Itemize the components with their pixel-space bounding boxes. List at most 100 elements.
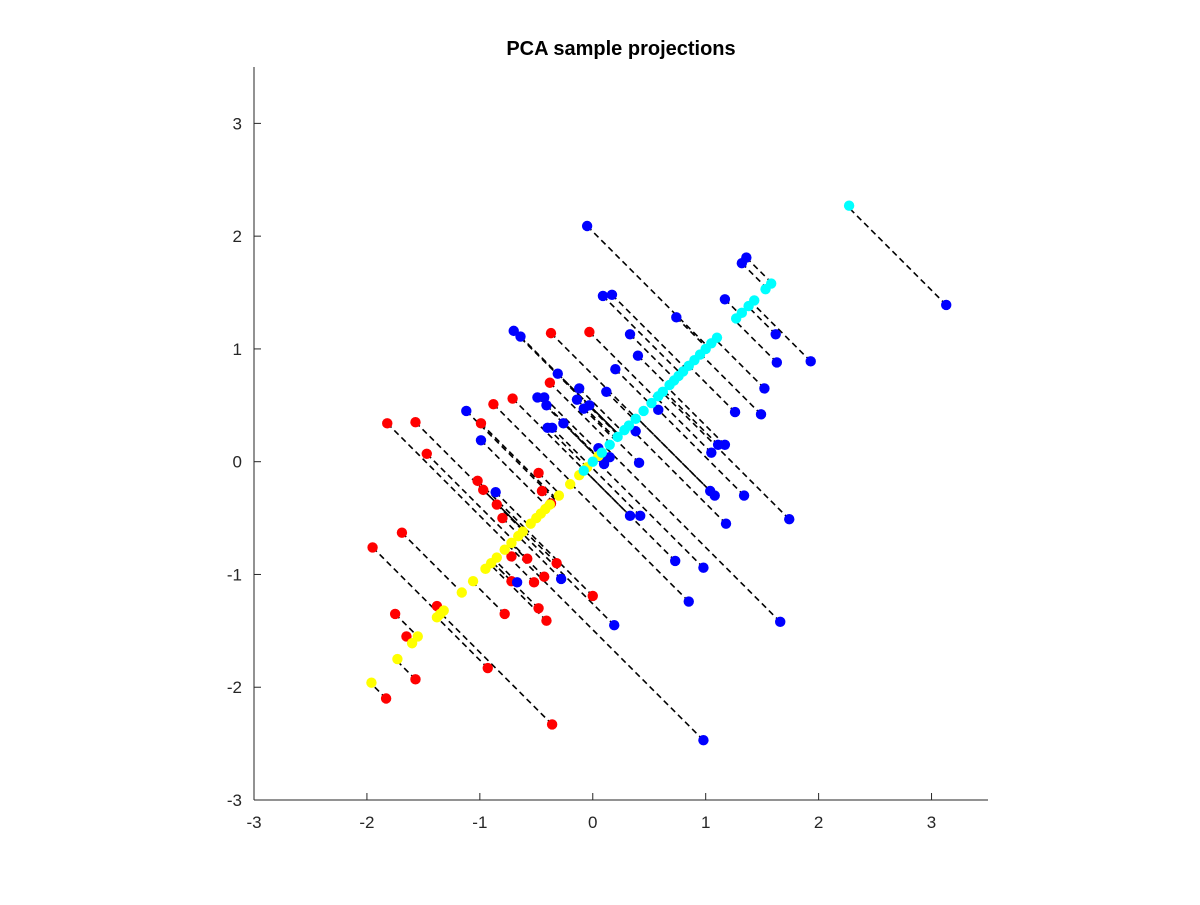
projection-line	[583, 408, 616, 441]
x-tick-label: -2	[359, 813, 374, 832]
projection-line	[471, 581, 506, 615]
x-tick-label: 2	[814, 813, 823, 832]
class-a-point	[545, 327, 557, 339]
projection-line	[512, 397, 585, 471]
class-a-point	[491, 499, 502, 510]
projection-line	[656, 397, 712, 454]
class-b-projection-point	[736, 307, 748, 319]
projection-line	[688, 365, 736, 413]
class-a-projection-point	[438, 605, 449, 616]
projection-line	[675, 316, 708, 349]
class-b-projection-point	[604, 439, 615, 450]
class-a-point	[410, 674, 421, 685]
projection-line	[521, 532, 615, 626]
class-b-point	[515, 331, 526, 342]
class-a-point	[497, 512, 508, 524]
class-b-point	[584, 400, 595, 411]
projection-line	[401, 532, 463, 594]
projection-line	[636, 417, 716, 497]
projection-line	[426, 453, 515, 542]
class-a-point	[499, 608, 510, 620]
class-a-point	[475, 418, 487, 429]
class-b-projection-point	[638, 405, 649, 417]
class-b-point	[771, 357, 783, 368]
x-tick-label: -3	[246, 813, 261, 832]
class-a-projection-point	[366, 677, 377, 688]
projection-line	[551, 427, 590, 466]
class-b-point	[558, 418, 569, 429]
projection-line	[733, 319, 778, 364]
projection-line	[751, 302, 812, 362]
projection-line	[519, 335, 620, 436]
class-a-point	[396, 527, 408, 538]
class-b-point	[624, 510, 636, 522]
projection-line	[492, 403, 573, 484]
class-b-point	[941, 299, 952, 311]
y-tick-label: 0	[233, 453, 242, 472]
projection-line	[650, 402, 745, 497]
projection-line	[549, 382, 612, 445]
class-a-point	[380, 693, 392, 704]
class-a-point	[533, 467, 544, 479]
class-b-point	[683, 596, 694, 607]
class-b-point	[759, 383, 770, 394]
class-a-point	[584, 326, 595, 338]
projection-line	[747, 306, 777, 335]
projection-line	[576, 399, 617, 440]
x-tick-label: -1	[472, 813, 487, 832]
class-b-point	[539, 392, 550, 403]
class-a-point	[507, 393, 518, 404]
class-b-point	[741, 252, 752, 263]
class-a-projection-point	[564, 479, 576, 490]
class-b-point	[653, 404, 664, 416]
class-b-projection-point	[612, 431, 623, 443]
class-b-point	[755, 409, 767, 420]
projection-line	[847, 206, 947, 306]
class-a-projection-point	[467, 576, 479, 587]
projection-line	[741, 262, 768, 289]
class-b-point	[729, 406, 741, 418]
class-a-point	[536, 485, 548, 497]
class-b-point	[670, 555, 681, 567]
class-b-projection-point	[711, 332, 723, 343]
projection-line	[745, 257, 773, 284]
class-b-point	[698, 562, 709, 573]
class-b-projection-point	[587, 456, 598, 467]
class-b-projection-point	[596, 447, 608, 458]
class-b-point	[720, 518, 732, 529]
class-b-point	[784, 514, 795, 525]
class-a-point	[528, 577, 540, 588]
class-b-point	[632, 350, 644, 361]
x-tick-label: 1	[701, 813, 710, 832]
projection-line	[517, 535, 562, 580]
projection-line	[666, 386, 726, 446]
class-b-point	[775, 616, 786, 628]
class-b-point	[461, 405, 472, 417]
class-a-point	[421, 448, 432, 459]
projection-line	[372, 546, 441, 616]
class-a-point	[546, 719, 558, 730]
class-b-projection-point	[657, 386, 668, 397]
projection-line	[570, 483, 690, 603]
class-a-projection-point	[456, 587, 467, 598]
class-a-projection-point	[553, 490, 565, 501]
projection-line	[508, 545, 704, 741]
projection-line	[562, 422, 598, 458]
projection-line	[629, 333, 676, 380]
projection-line	[578, 387, 624, 433]
class-a-point	[587, 590, 598, 602]
class-b-point	[581, 220, 593, 232]
class-b-point	[490, 486, 501, 498]
projection-line	[627, 425, 727, 525]
x-tick-label: 0	[588, 813, 597, 832]
class-b-point	[719, 294, 731, 305]
class-a-projection-point	[544, 499, 556, 510]
class-b-projection-point	[646, 397, 657, 409]
class-a-point	[488, 398, 499, 410]
class-b-point	[738, 490, 750, 501]
class-a-point	[522, 553, 533, 564]
class-a-projection-point	[491, 552, 502, 563]
class-a-point	[506, 551, 517, 562]
projection-line	[436, 616, 489, 669]
class-b-point	[546, 422, 558, 434]
